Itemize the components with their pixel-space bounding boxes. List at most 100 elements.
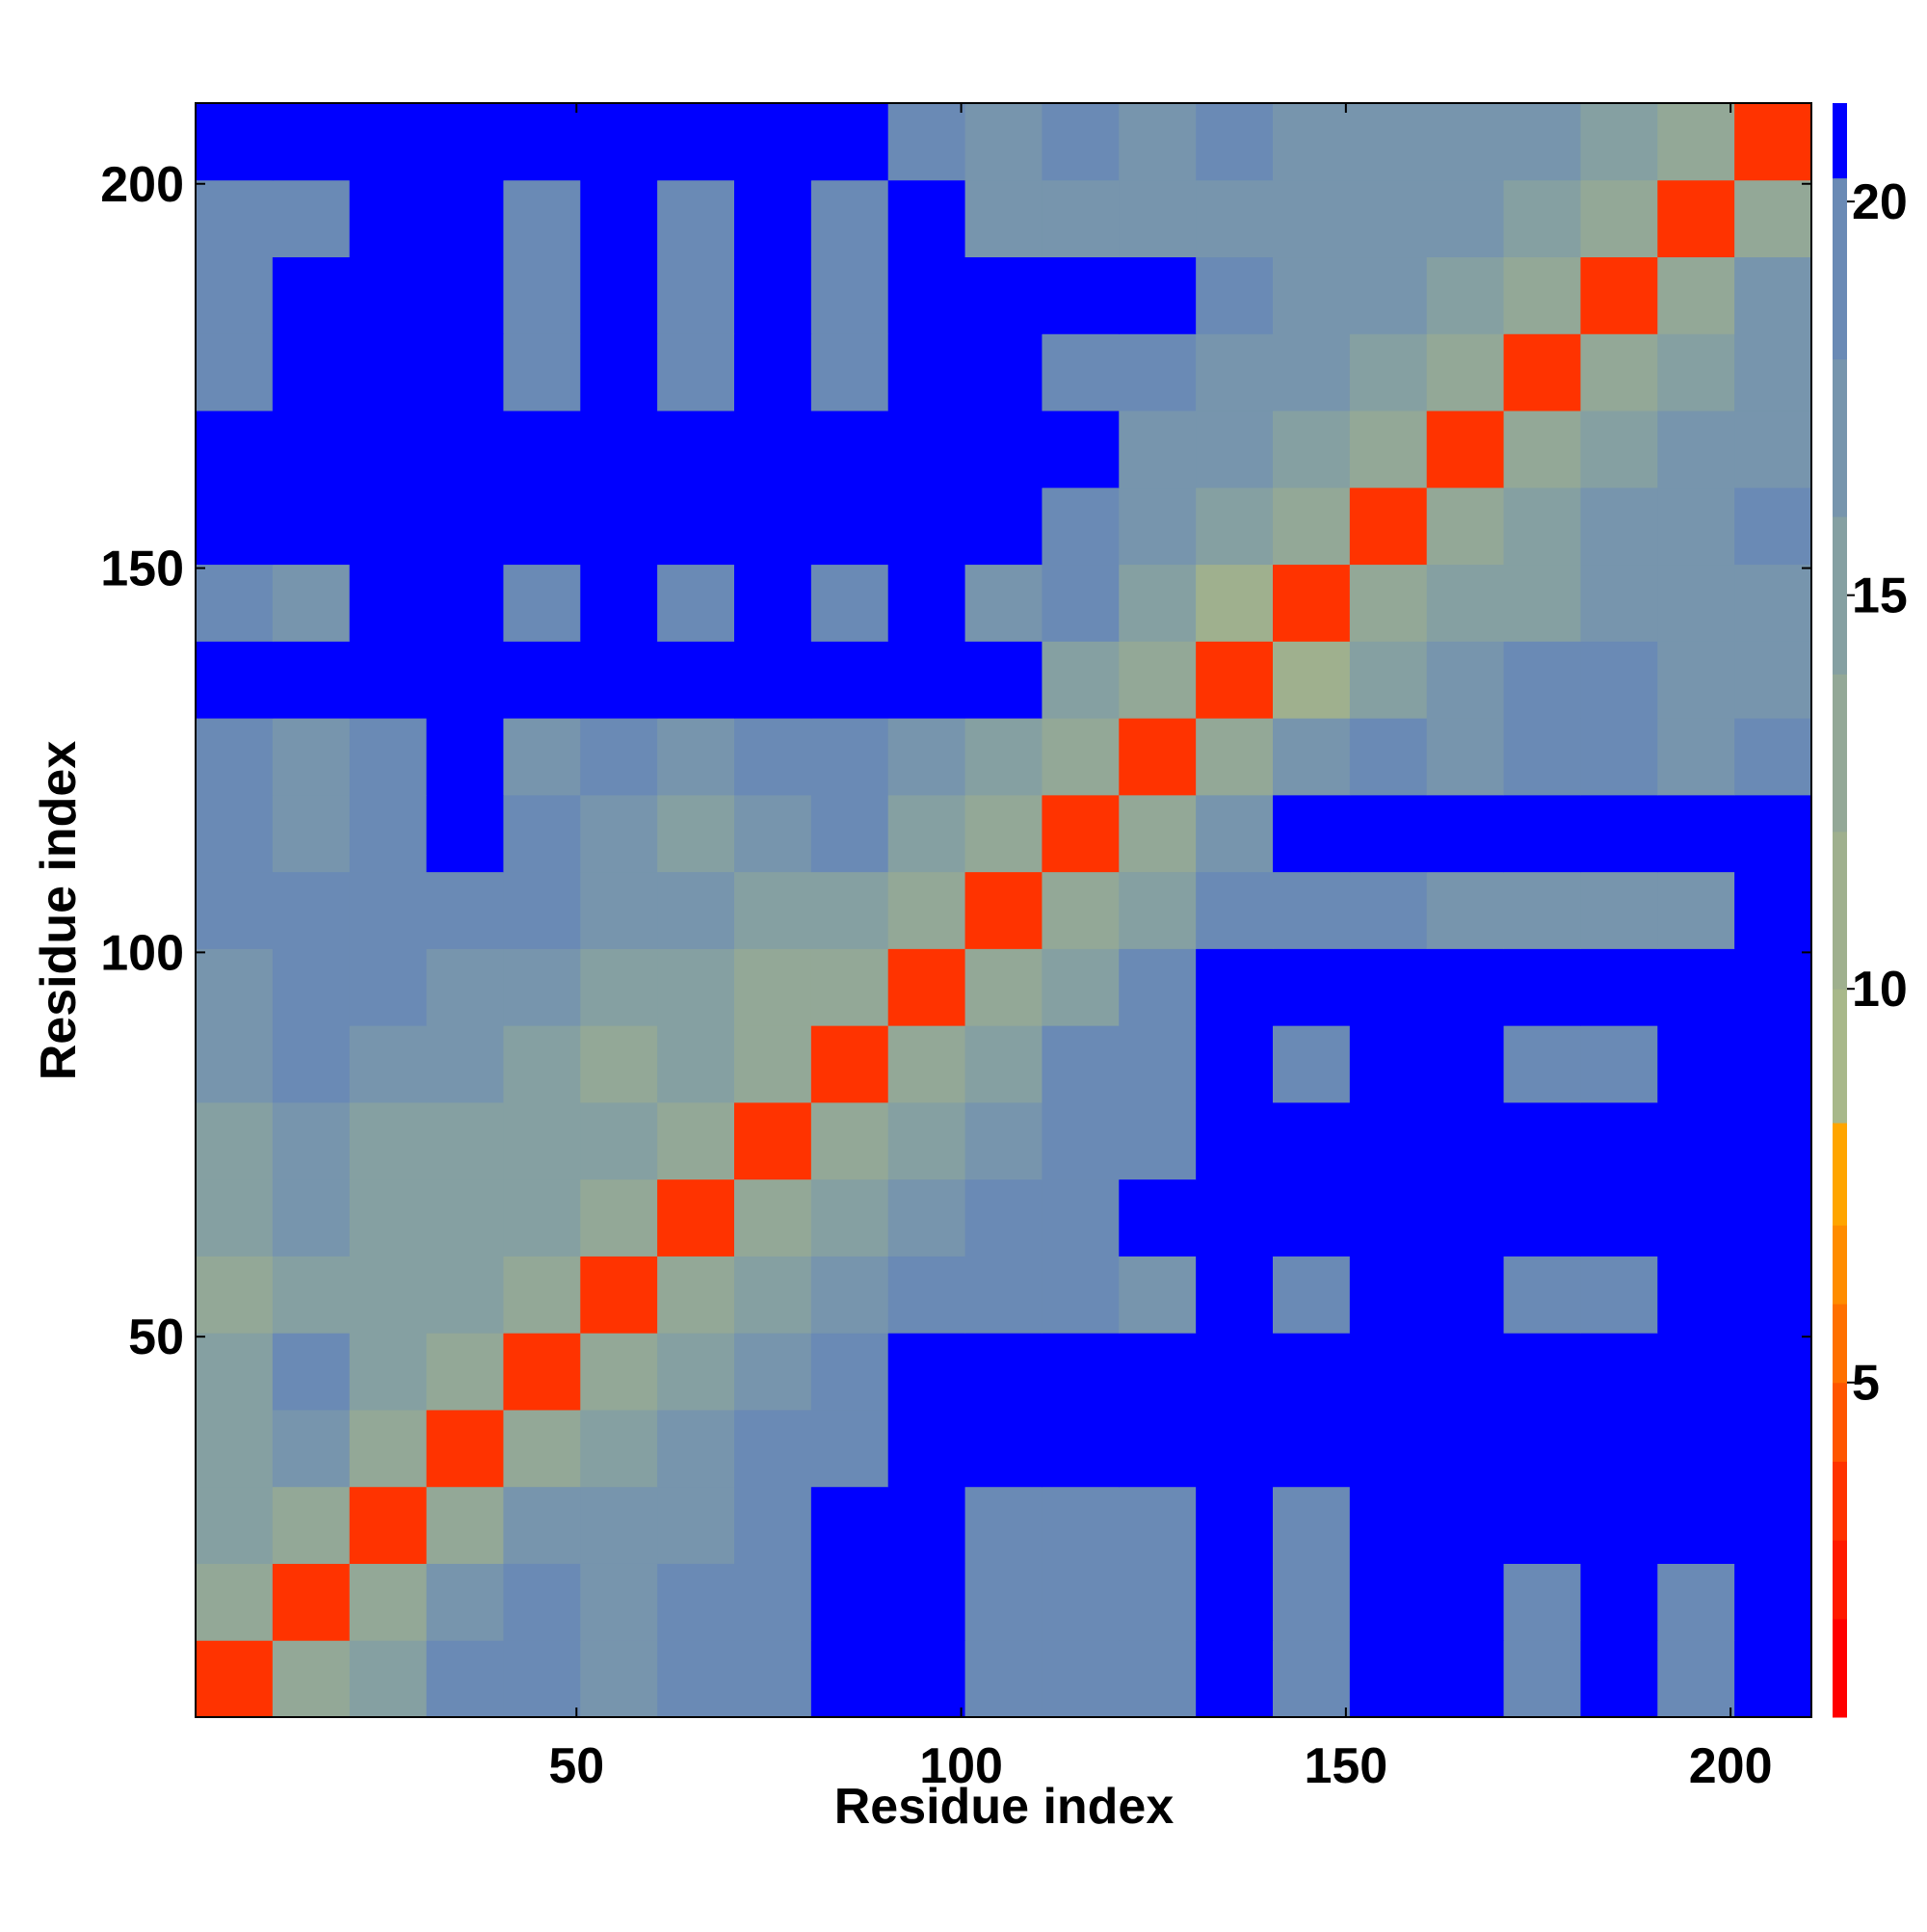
heatmap-cell xyxy=(1042,1333,1120,1411)
heatmap-cell xyxy=(657,1640,735,1718)
heatmap-cell xyxy=(1042,1178,1120,1257)
heatmap-cell xyxy=(657,487,735,566)
heatmap-cell xyxy=(1426,1101,1505,1180)
heatmap-cell xyxy=(1503,256,1581,334)
heatmap-cell xyxy=(1196,1025,1274,1103)
heatmap-cell xyxy=(503,333,581,411)
heatmap-cell xyxy=(1426,948,1505,1026)
heatmap-cell xyxy=(734,179,812,258)
heatmap-cell xyxy=(1042,1409,1120,1488)
heatmap-cell xyxy=(1349,1256,1428,1334)
heatmap-cell xyxy=(964,179,1043,258)
heatmap-cell xyxy=(887,333,966,411)
heatmap-cell xyxy=(1503,1563,1581,1641)
heatmap-cell xyxy=(734,718,812,796)
heatmap-cell xyxy=(1273,333,1351,411)
heatmap-cell xyxy=(1580,564,1658,642)
heatmap-cell xyxy=(1042,410,1120,489)
colorbar-segment xyxy=(1833,831,1847,990)
heatmap-cell xyxy=(426,1333,504,1411)
heatmap-cell xyxy=(1734,1333,1812,1411)
heatmap-cell xyxy=(1119,1486,1197,1564)
heatmap-cell xyxy=(580,1101,658,1180)
heatmap-cell xyxy=(196,1256,274,1334)
colorbar-segment xyxy=(1833,358,1847,517)
heatmap-cell xyxy=(1580,1333,1658,1411)
heatmap-cell xyxy=(349,410,428,489)
heatmap-cell xyxy=(1119,718,1197,796)
heatmap-cell xyxy=(1657,718,1735,796)
heatmap-cell xyxy=(580,1178,658,1257)
heatmap-cell xyxy=(1503,179,1581,258)
heatmap-cell xyxy=(503,256,581,334)
heatmap-cell xyxy=(1273,1563,1351,1641)
heatmap-cell xyxy=(810,948,889,1026)
heatmap-cell xyxy=(734,1178,812,1257)
heatmap-cell xyxy=(1349,718,1428,796)
heatmap-cell xyxy=(1657,1101,1735,1180)
heatmap-cell xyxy=(1273,871,1351,949)
heatmap-cell xyxy=(1657,871,1735,949)
heatmap-cell xyxy=(1734,1409,1812,1488)
heatmap-cell xyxy=(1503,794,1581,873)
heatmap-cell xyxy=(426,1256,504,1334)
heatmap-cell xyxy=(657,256,735,334)
heatmap-cell xyxy=(1042,333,1120,411)
heatmap-cell xyxy=(657,1486,735,1564)
heatmap-cell xyxy=(1196,1333,1274,1411)
heatmap-cell xyxy=(1426,256,1505,334)
heatmap-cell xyxy=(580,718,658,796)
heatmap-cell xyxy=(657,564,735,642)
heatmap-cell xyxy=(349,1025,428,1103)
heatmap-cell xyxy=(810,641,889,719)
heatmap-cell xyxy=(887,1101,966,1180)
colorbar-segment xyxy=(1833,1123,1847,1226)
heatmap-cell xyxy=(426,794,504,873)
heatmap-cell xyxy=(1196,1563,1274,1641)
heatmap-cell xyxy=(734,1101,812,1180)
heatmap-cell xyxy=(196,103,274,181)
heatmap-cell xyxy=(1503,564,1581,642)
heatmap-cell xyxy=(1657,1409,1735,1488)
colorbar-tick-label: 5 xyxy=(1852,1356,1880,1412)
heatmap-cell xyxy=(1580,410,1658,489)
heatmap-cell xyxy=(196,641,274,719)
heatmap-cell xyxy=(964,641,1043,719)
heatmap-cell xyxy=(964,871,1043,949)
heatmap-cell xyxy=(657,1025,735,1103)
heatmap-cell xyxy=(1042,1256,1120,1334)
heatmap-cell xyxy=(1657,1025,1735,1103)
heatmap-cell xyxy=(1273,410,1351,489)
heatmap-cell xyxy=(1119,333,1197,411)
heatmap-cell xyxy=(1273,1486,1351,1564)
heatmap-cell xyxy=(964,1256,1043,1334)
heatmap-cell xyxy=(810,1178,889,1257)
heatmap-cell xyxy=(1503,487,1581,566)
heatmap-cell xyxy=(964,256,1043,334)
heatmap-cell xyxy=(1580,487,1658,566)
heatmap-cell xyxy=(1273,948,1351,1026)
heatmap-cell xyxy=(196,1178,274,1257)
heatmap-cell xyxy=(349,718,428,796)
heatmap-cell xyxy=(1503,718,1581,796)
heatmap-cell xyxy=(1734,103,1812,181)
heatmap-cell xyxy=(1349,871,1428,949)
heatmap-cell xyxy=(1042,1640,1120,1718)
colorbar-segment xyxy=(1833,989,1847,1124)
heatmap-cell xyxy=(734,103,812,181)
heatmap-cell xyxy=(580,1256,658,1334)
heatmap-cell xyxy=(1196,179,1274,258)
heatmap-cell xyxy=(349,564,428,642)
heatmap-cell xyxy=(1734,333,1812,411)
colorbar-segment xyxy=(1833,1225,1847,1305)
colorbar-segment xyxy=(1833,1304,1847,1384)
heatmap-cell xyxy=(272,179,351,258)
heatmap-cell xyxy=(1657,179,1735,258)
heatmap-cell xyxy=(964,1333,1043,1411)
heatmap-cell xyxy=(1349,641,1428,719)
heatmap-cell xyxy=(1196,103,1274,181)
heatmap-cell xyxy=(1042,641,1120,719)
heatmap-cell xyxy=(426,256,504,334)
heatmap-cell xyxy=(734,333,812,411)
heatmap-cell xyxy=(657,1101,735,1180)
